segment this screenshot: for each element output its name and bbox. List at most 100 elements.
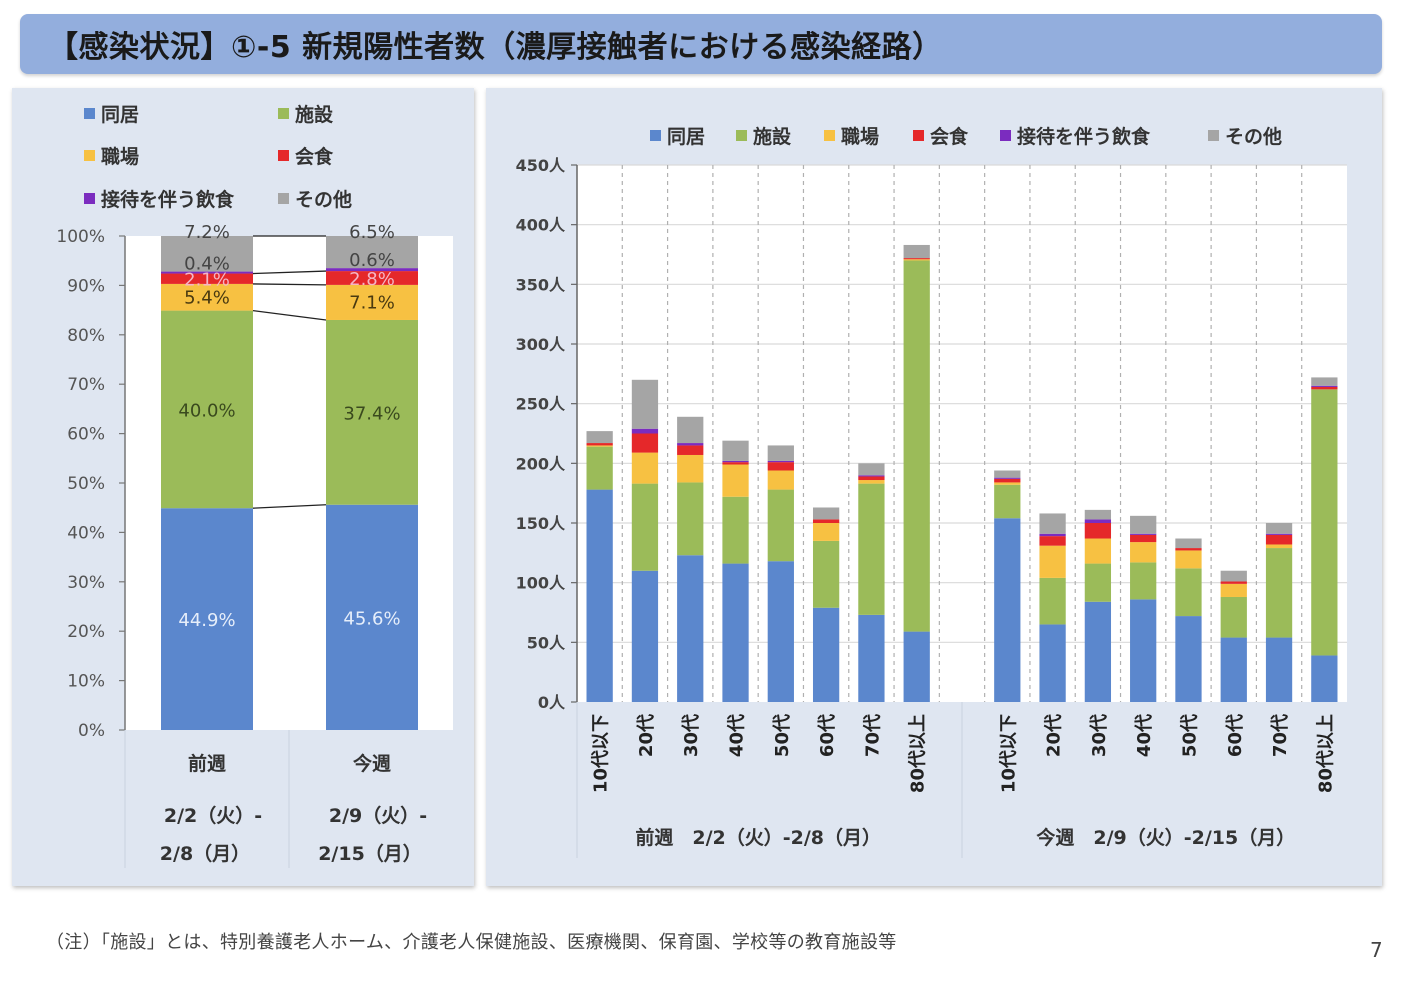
- legend-item-facility: 施設: [736, 122, 791, 149]
- x-category-label: 30代: [1089, 714, 1110, 757]
- plot-area: [577, 165, 1347, 702]
- bar-segment-facility: [994, 484, 1021, 519]
- series-line: [252, 504, 327, 509]
- bar-segment-cohabiting: [1175, 616, 1202, 702]
- bar-segment-cohabiting: [1039, 624, 1066, 702]
- bar-segment-other: [767, 445, 794, 461]
- y-tick-label: 90%: [67, 276, 105, 296]
- bar-segment-hospitality-dining: [1039, 533, 1066, 537]
- bar-segment-cohabiting: [903, 631, 930, 702]
- data-label-hospitality-dining: 0.6%: [349, 250, 395, 271]
- page-number: 7: [1370, 938, 1383, 962]
- bar-segment-other: [1084, 509, 1112, 520]
- y-tick-label: 100%: [56, 227, 105, 247]
- legend-label: 会食: [930, 126, 969, 148]
- bar-segment-other: [1039, 513, 1066, 534]
- x-category-label: 50代: [772, 714, 793, 757]
- legend-label: 職場: [101, 146, 140, 168]
- y-tick-label: 60%: [67, 425, 105, 445]
- legend-item-cohabiting: 同居: [650, 122, 705, 149]
- bar-segment-workplace: [1039, 545, 1066, 578]
- data-label-cohabiting: 44.9%: [178, 610, 235, 631]
- series-line: [252, 309, 327, 321]
- bar-segment-workplace: [1130, 542, 1157, 563]
- legend-item-workplace: 職場: [84, 142, 139, 169]
- bar-segment-facility: [677, 482, 704, 556]
- bar-segment-dining: [767, 462, 794, 471]
- y-tick-label: 40%: [67, 523, 105, 543]
- legend-swatch: [1208, 130, 1219, 141]
- y-tick-label: 20%: [67, 622, 105, 642]
- x-category-label: 20代: [1044, 714, 1065, 757]
- bar-segment-facility: [858, 483, 885, 615]
- legend-item-hospitality-dining: 接待を伴う飲食: [1000, 122, 1150, 149]
- bar-segment-workplace: [722, 464, 749, 497]
- legend-label: 同居: [667, 126, 706, 148]
- legend-item-dining: 会食: [913, 122, 968, 149]
- legend-label: 職場: [841, 126, 880, 148]
- bar-segment-cohabiting: [631, 570, 659, 702]
- bar-segment-facility: [631, 483, 659, 571]
- legend-label: その他: [295, 189, 353, 211]
- x-category-label: 80代以上: [1315, 714, 1336, 793]
- x-category-label: 70代: [862, 714, 883, 757]
- bar-segment-hospitality-dining: [1084, 519, 1112, 523]
- y-tick-label: 400人: [516, 216, 566, 235]
- data-label-facility: 37.4%: [343, 403, 400, 424]
- bar-segment-hospitality-dining: [326, 268, 418, 272]
- bar-segment-dining: [858, 476, 885, 481]
- bar-segment-cohabiting: [858, 614, 885, 702]
- title-bar: 【感染状況】①-5 新規陽性者数（濃厚接触者における感染経路）: [20, 14, 1382, 74]
- bar-segment-facility: [1175, 568, 1202, 617]
- series-line: [252, 283, 327, 286]
- x-category-label: 40代: [727, 714, 748, 757]
- bar-segment-dining: [1311, 386, 1338, 390]
- x-category-label: 50代: [1179, 714, 1200, 757]
- data-label-dining: 2.8%: [349, 269, 395, 290]
- y-tick-label: 50%: [67, 474, 105, 494]
- legend-item-facility: 施設: [278, 100, 333, 127]
- bar-segment-other: [631, 379, 659, 429]
- bar-segment-cohabiting: [994, 518, 1021, 702]
- bar-segment-hospitality-dining: [858, 475, 885, 477]
- bar-segment-dining: [812, 519, 840, 523]
- bar-segment-other: [858, 463, 885, 476]
- bar-segment-workplace: [1265, 544, 1293, 549]
- count-stacked-chart: 0人 50人 100人 150人 200人 250人 300人 350人 400人 450人 10代…: [516, 156, 1347, 858]
- bar-segment-facility: [586, 446, 613, 490]
- bar-segment-cohabiting: [1220, 637, 1247, 702]
- bar-segment-dining: [1175, 548, 1202, 551]
- bar-segment-facility: [1130, 562, 1157, 600]
- x-category-label: 20代: [636, 714, 657, 757]
- bar-segment-dining: [1039, 536, 1066, 546]
- legend-swatch: [84, 193, 95, 204]
- bar-segment-dining: [1265, 534, 1293, 545]
- y-tick-label: 0%: [78, 721, 105, 741]
- bar-segment-cohabiting: [161, 508, 253, 730]
- data-label-facility: 40.0%: [178, 400, 235, 421]
- legend-swatch: [278, 108, 289, 119]
- bar-segment-cohabiting: [1130, 599, 1157, 702]
- legend-swatch: [84, 150, 95, 161]
- bar-segment-cohabiting: [1265, 637, 1293, 702]
- y-tick-label: 100人: [516, 574, 566, 593]
- category-date-label: 2/9（火）-: [329, 804, 427, 827]
- series-line: [252, 270, 327, 275]
- footnote: （注）「施設」とは、特別養護老人ホーム、介護老人保健施設、医療機関、保育園、学校…: [46, 932, 897, 953]
- category-label: 今週: [352, 752, 391, 775]
- bar-segment-facility: [326, 319, 418, 505]
- bar-segment-hospitality-dining: [767, 460, 794, 463]
- bar-segment-other: [586, 431, 613, 444]
- bar-segment-cohabiting: [1084, 601, 1112, 702]
- group-label: 前週 2/2（火）-2/8（月）: [635, 826, 881, 849]
- bar-segment-workplace: [1084, 538, 1112, 564]
- bar-segment-facility: [722, 496, 749, 564]
- legend-label: 会食: [295, 146, 334, 168]
- legend-label: 施設: [753, 126, 792, 148]
- x-category-label: 60代: [1225, 714, 1246, 757]
- data-label-workplace: 5.4%: [184, 287, 230, 308]
- y-tick-label: 30%: [67, 573, 105, 593]
- y-tick-label: 70%: [67, 375, 105, 395]
- legend-label: その他: [1225, 126, 1283, 148]
- bar-segment-hospitality-dining: [631, 428, 659, 434]
